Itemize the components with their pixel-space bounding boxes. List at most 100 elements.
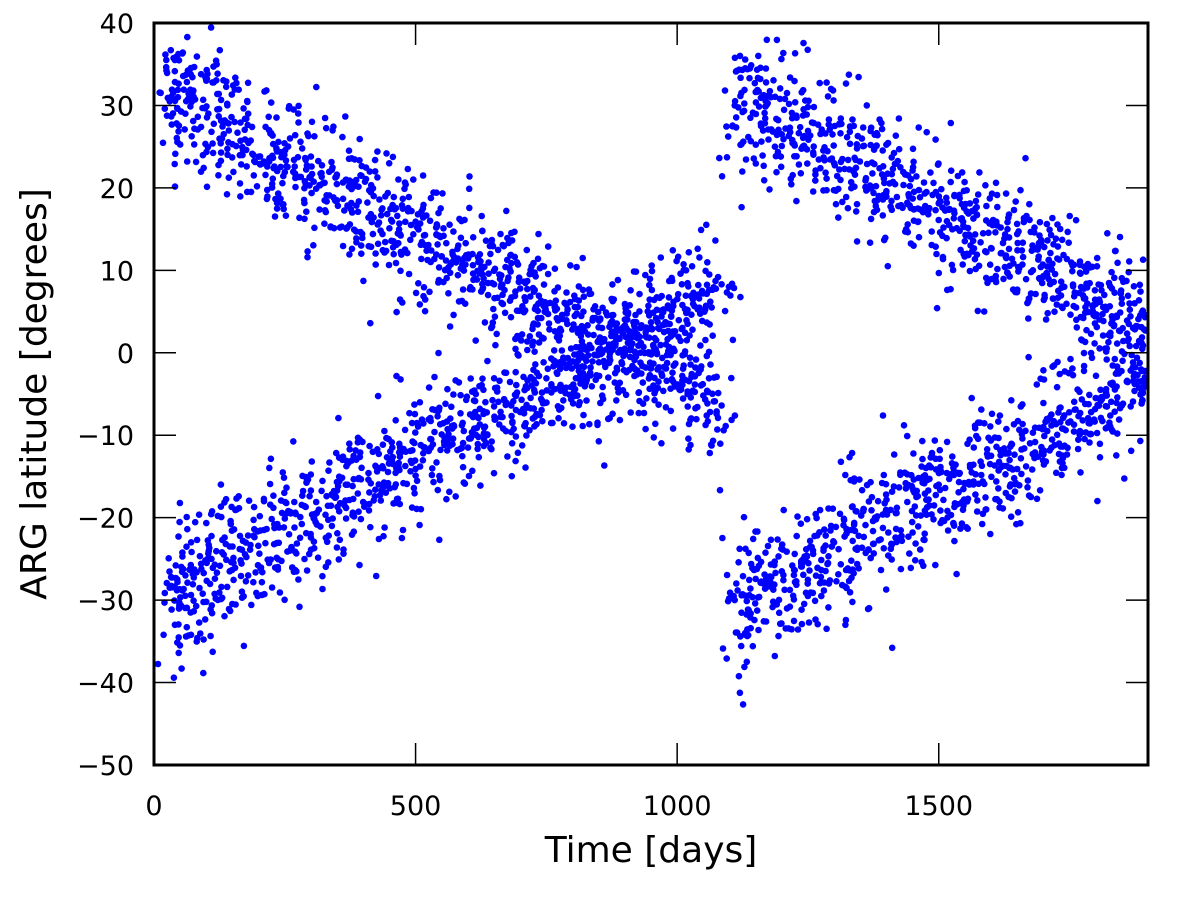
data-point — [515, 352, 522, 359]
data-point — [460, 267, 468, 274]
data-point — [281, 596, 288, 604]
data-point — [167, 46, 175, 54]
data-point — [821, 157, 828, 164]
data-point — [650, 360, 657, 368]
data-point — [791, 566, 798, 574]
data-point — [336, 536, 344, 544]
data-point — [734, 587, 741, 594]
data-point — [243, 163, 250, 170]
data-point — [538, 406, 545, 414]
data-point — [880, 545, 888, 552]
data-point — [1042, 316, 1050, 323]
data-point — [812, 177, 819, 184]
data-point — [482, 237, 490, 244]
data-point — [1065, 239, 1072, 246]
data-point — [830, 97, 837, 104]
data-point — [997, 250, 1005, 257]
data-point — [360, 277, 367, 285]
data-point — [932, 136, 939, 143]
data-point — [313, 83, 320, 91]
data-point — [740, 513, 748, 521]
data-point — [960, 502, 967, 510]
data-point — [182, 110, 189, 117]
data-point — [594, 338, 601, 346]
data-point — [693, 415, 700, 423]
data-point — [1118, 295, 1126, 302]
data-point — [701, 396, 709, 403]
data-point — [1038, 443, 1045, 451]
data-point — [723, 571, 731, 579]
data-point — [1007, 443, 1014, 451]
data-point — [214, 70, 221, 77]
data-point — [472, 337, 480, 344]
data-point — [476, 382, 483, 390]
data-point — [322, 208, 330, 216]
data-point — [727, 292, 734, 299]
data-point — [832, 200, 840, 208]
data-point — [648, 262, 655, 269]
data-point — [620, 352, 627, 360]
data-point — [1049, 363, 1056, 371]
data-point — [275, 138, 282, 146]
data-point — [421, 307, 429, 315]
data-point — [285, 105, 293, 112]
data-point — [297, 513, 304, 521]
y-tick-label: −50 — [77, 751, 134, 782]
data-point — [804, 576, 812, 584]
data-point — [491, 413, 498, 421]
data-point — [473, 276, 481, 283]
data-point — [310, 242, 317, 249]
data-point — [334, 530, 341, 537]
data-point — [919, 437, 926, 445]
data-point — [262, 539, 269, 547]
data-point — [739, 572, 747, 580]
data-point — [535, 230, 542, 238]
data-point — [365, 469, 372, 477]
data-point — [642, 333, 650, 340]
data-point — [821, 526, 828, 533]
data-point — [684, 279, 691, 287]
data-point — [348, 531, 356, 538]
data-point — [237, 572, 245, 580]
data-point — [842, 621, 849, 629]
data-point — [174, 639, 181, 646]
data-point — [686, 354, 694, 362]
data-point — [770, 77, 777, 84]
data-point — [177, 594, 184, 601]
data-point — [295, 576, 302, 583]
data-point — [266, 464, 273, 472]
data-point — [528, 382, 536, 389]
data-point — [241, 126, 248, 134]
data-point — [551, 328, 559, 335]
data-point — [584, 322, 591, 329]
data-point — [655, 401, 662, 409]
data-point — [172, 150, 179, 158]
data-point — [246, 546, 254, 553]
data-point — [575, 297, 583, 304]
data-point — [244, 79, 252, 87]
data-point — [809, 188, 817, 195]
data-point — [338, 223, 346, 230]
data-point — [446, 442, 454, 450]
data-point — [1019, 253, 1027, 261]
data-point — [1017, 519, 1024, 527]
data-point — [1011, 480, 1019, 488]
data-point — [367, 480, 375, 487]
data-point — [658, 292, 665, 300]
data-point — [265, 126, 273, 134]
data-point — [742, 156, 750, 163]
data-point — [839, 198, 846, 206]
data-point — [801, 553, 809, 560]
data-point — [979, 230, 987, 237]
data-point — [284, 163, 291, 171]
data-point — [805, 136, 812, 143]
data-point — [204, 537, 212, 544]
data-point — [744, 626, 751, 633]
data-point — [926, 475, 933, 483]
data-point — [780, 135, 787, 143]
data-point — [555, 337, 563, 344]
data-point — [1070, 398, 1078, 406]
data-point — [836, 510, 844, 518]
data-point — [466, 204, 473, 212]
data-point — [214, 512, 222, 520]
